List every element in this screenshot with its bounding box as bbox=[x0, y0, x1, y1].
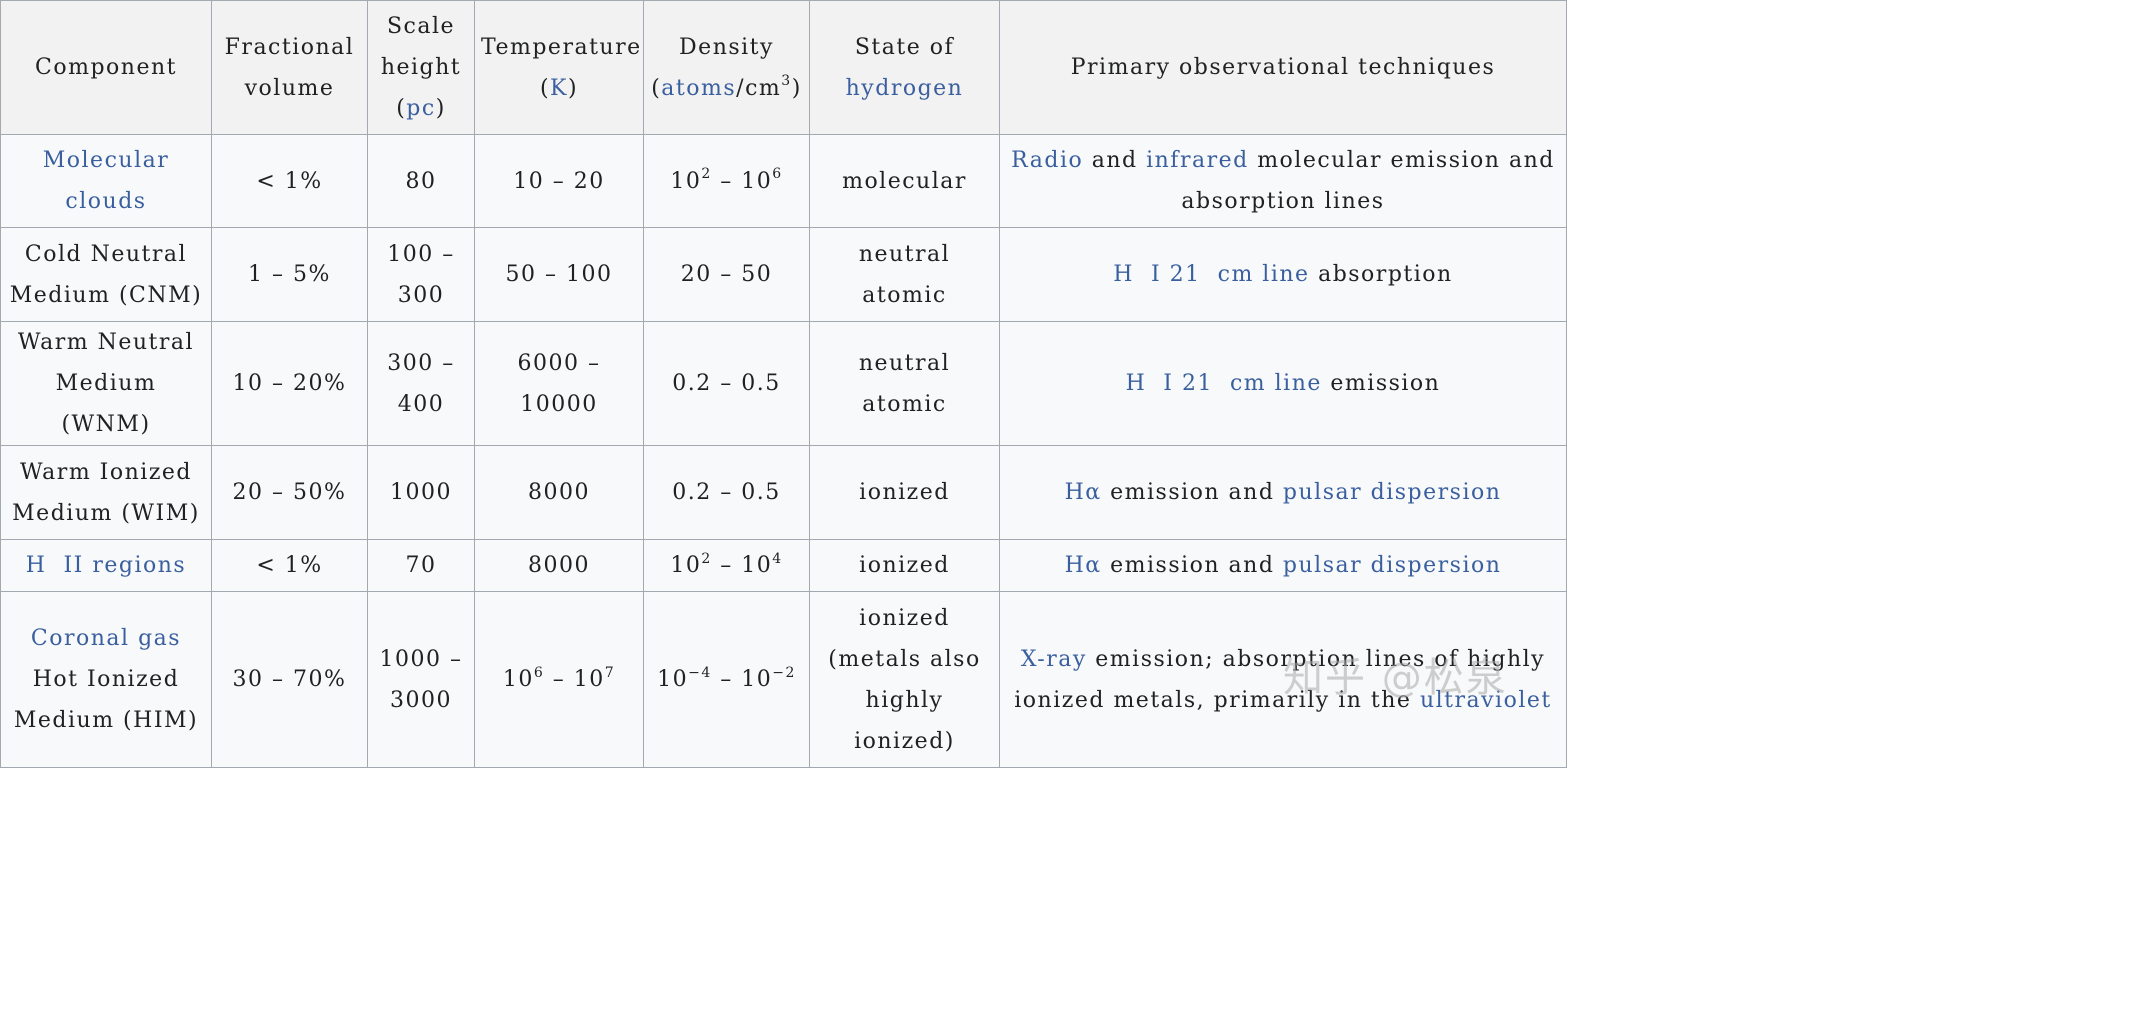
header-techniques: Primary observational techniques bbox=[999, 0, 1567, 135]
header-row: Component Fractional volume Scale height (p… bbox=[0, 0, 1567, 135]
state-cell: ionized (metals also highly ionized) bbox=[809, 591, 1000, 768]
atoms-link[interactable]: atoms bbox=[661, 75, 737, 101]
h-ii-regions-link[interactable]: H II regions bbox=[25, 553, 187, 578]
table-row: Warm Ionized Medium (WIM) 20 – 50% 1000 8… bbox=[0, 445, 1567, 540]
hi-21cm-line-link[interactable]: H I 21 cm line bbox=[1125, 371, 1322, 396]
table-row: Coronal gas Hot Ionized Medium (HIM) 30 – … bbox=[0, 591, 1567, 768]
state-cell: neutral atomic bbox=[809, 227, 1000, 322]
temperature-cell: 106 – 107 bbox=[474, 591, 644, 768]
scale-height-cell: 1000 bbox=[367, 445, 475, 540]
molecular-clouds-link[interactable]: Molecular clouds bbox=[42, 148, 170, 214]
table-row: H II regions < 1% 70 8000 102 – 104 ioni… bbox=[0, 539, 1567, 592]
techniques-cell: Hα emission and pulsar dispersion bbox=[999, 445, 1567, 540]
state-cell: ionized bbox=[809, 539, 1000, 592]
pulsar-dispersion-link[interactable]: pulsar dispersion bbox=[1282, 553, 1502, 578]
density-cell: 0.2 – 0.5 bbox=[643, 321, 810, 446]
techniques-cell: Hα emission and pulsar dispersion bbox=[999, 539, 1567, 592]
kelvin-link[interactable]: K bbox=[550, 75, 568, 101]
header-state: State of hydrogen bbox=[809, 0, 1000, 135]
infrared-link[interactable]: infrared bbox=[1146, 148, 1249, 173]
radio-link[interactable]: Radio bbox=[1011, 148, 1084, 173]
techniques-cell: X-ray emission; absorption lines of high… bbox=[999, 591, 1567, 768]
density-cell: 0.2 – 0.5 bbox=[643, 445, 810, 540]
density-cell: 102 – 106 bbox=[643, 134, 810, 228]
density-cell: 20 – 50 bbox=[643, 227, 810, 322]
component-cell: Molecular clouds bbox=[0, 134, 212, 228]
scale-height-cell: 80 bbox=[367, 134, 475, 228]
fractional-volume-cell: < 1% bbox=[211, 539, 368, 592]
table-row: Cold Neutral Medium (CNM) 1 – 5% 100 –300… bbox=[0, 227, 1567, 322]
fractional-volume-cell: 30 – 70% bbox=[211, 591, 368, 768]
watermark: 知乎 @松泉 bbox=[1283, 655, 1508, 701]
scale-height-cell: 1000 –3000 bbox=[367, 591, 475, 768]
fractional-volume-cell: 10 – 20% bbox=[211, 321, 368, 446]
temperature-cell: 6000 – 10000 bbox=[474, 321, 644, 446]
hi-21cm-line-link[interactable]: H I 21 cm line bbox=[1113, 262, 1310, 287]
techniques-cell: H I 21 cm line absorption bbox=[999, 227, 1567, 322]
fractional-volume-cell: 20 – 50% bbox=[211, 445, 368, 540]
scale-height-cell: 70 bbox=[367, 539, 475, 592]
table-row: Warm Neutral Medium (WNM) 10 – 20% 300 –4… bbox=[0, 321, 1567, 446]
density-cell: 102 – 104 bbox=[643, 539, 810, 592]
pulsar-dispersion-link[interactable]: pulsar dispersion bbox=[1282, 480, 1502, 505]
h-alpha-link[interactable]: Hα bbox=[1064, 480, 1102, 505]
state-cell: molecular bbox=[809, 134, 1000, 228]
h-alpha-link[interactable]: Hα bbox=[1064, 553, 1102, 578]
component-cell: H II regions bbox=[0, 539, 212, 592]
hydrogen-link[interactable]: hydrogen bbox=[845, 75, 964, 101]
temperature-cell: 8000 bbox=[474, 445, 644, 540]
scale-height-cell: 300 –400 bbox=[367, 321, 475, 446]
component-cell: Coronal gas Hot Ionized Medium (HIM) bbox=[0, 591, 212, 768]
state-cell: neutral atomic bbox=[809, 321, 1000, 446]
temperature-cell: 50 – 100 bbox=[474, 227, 644, 322]
state-cell: ionized bbox=[809, 445, 1000, 540]
header-temperature: Temperature (K) bbox=[474, 0, 644, 135]
header-fractional-volume: Fractional volume bbox=[211, 0, 368, 135]
component-cell: Warm Neutral Medium (WNM) bbox=[0, 321, 212, 446]
table-row: Molecular clouds < 1% 80 10 – 20 102 – 10… bbox=[0, 134, 1567, 228]
techniques-cell: H I 21 cm line emission bbox=[999, 321, 1567, 446]
ultraviolet-link[interactable]: ultraviolet bbox=[1419, 687, 1552, 713]
fractional-volume-cell: 1 – 5% bbox=[211, 227, 368, 322]
temperature-cell: 10 – 20 bbox=[474, 134, 644, 228]
component-cell: Warm Ionized Medium (WIM) bbox=[0, 445, 212, 540]
density-cell: 10−4 – 10−2 bbox=[643, 591, 810, 768]
ism-components-table: Component Fractional volume Scale height (p… bbox=[0, 0, 1567, 768]
fractional-volume-cell: < 1% bbox=[211, 134, 368, 228]
header-density: Density (atoms/cm3) bbox=[643, 0, 810, 135]
coronal-gas-link[interactable]: Coronal gas bbox=[30, 626, 182, 651]
techniques-cell: Radio and infrared molecular emission an… bbox=[999, 134, 1567, 228]
pc-link[interactable]: pc bbox=[406, 96, 436, 121]
header-scale-height: Scale height (pc) bbox=[367, 0, 475, 135]
header-component: Component bbox=[0, 0, 212, 135]
scale-height-cell: 100 –300 bbox=[367, 227, 475, 322]
x-ray-link[interactable]: X-ray bbox=[1020, 646, 1087, 672]
temperature-cell: 8000 bbox=[474, 539, 644, 592]
component-cell: Cold Neutral Medium (CNM) bbox=[0, 227, 212, 322]
